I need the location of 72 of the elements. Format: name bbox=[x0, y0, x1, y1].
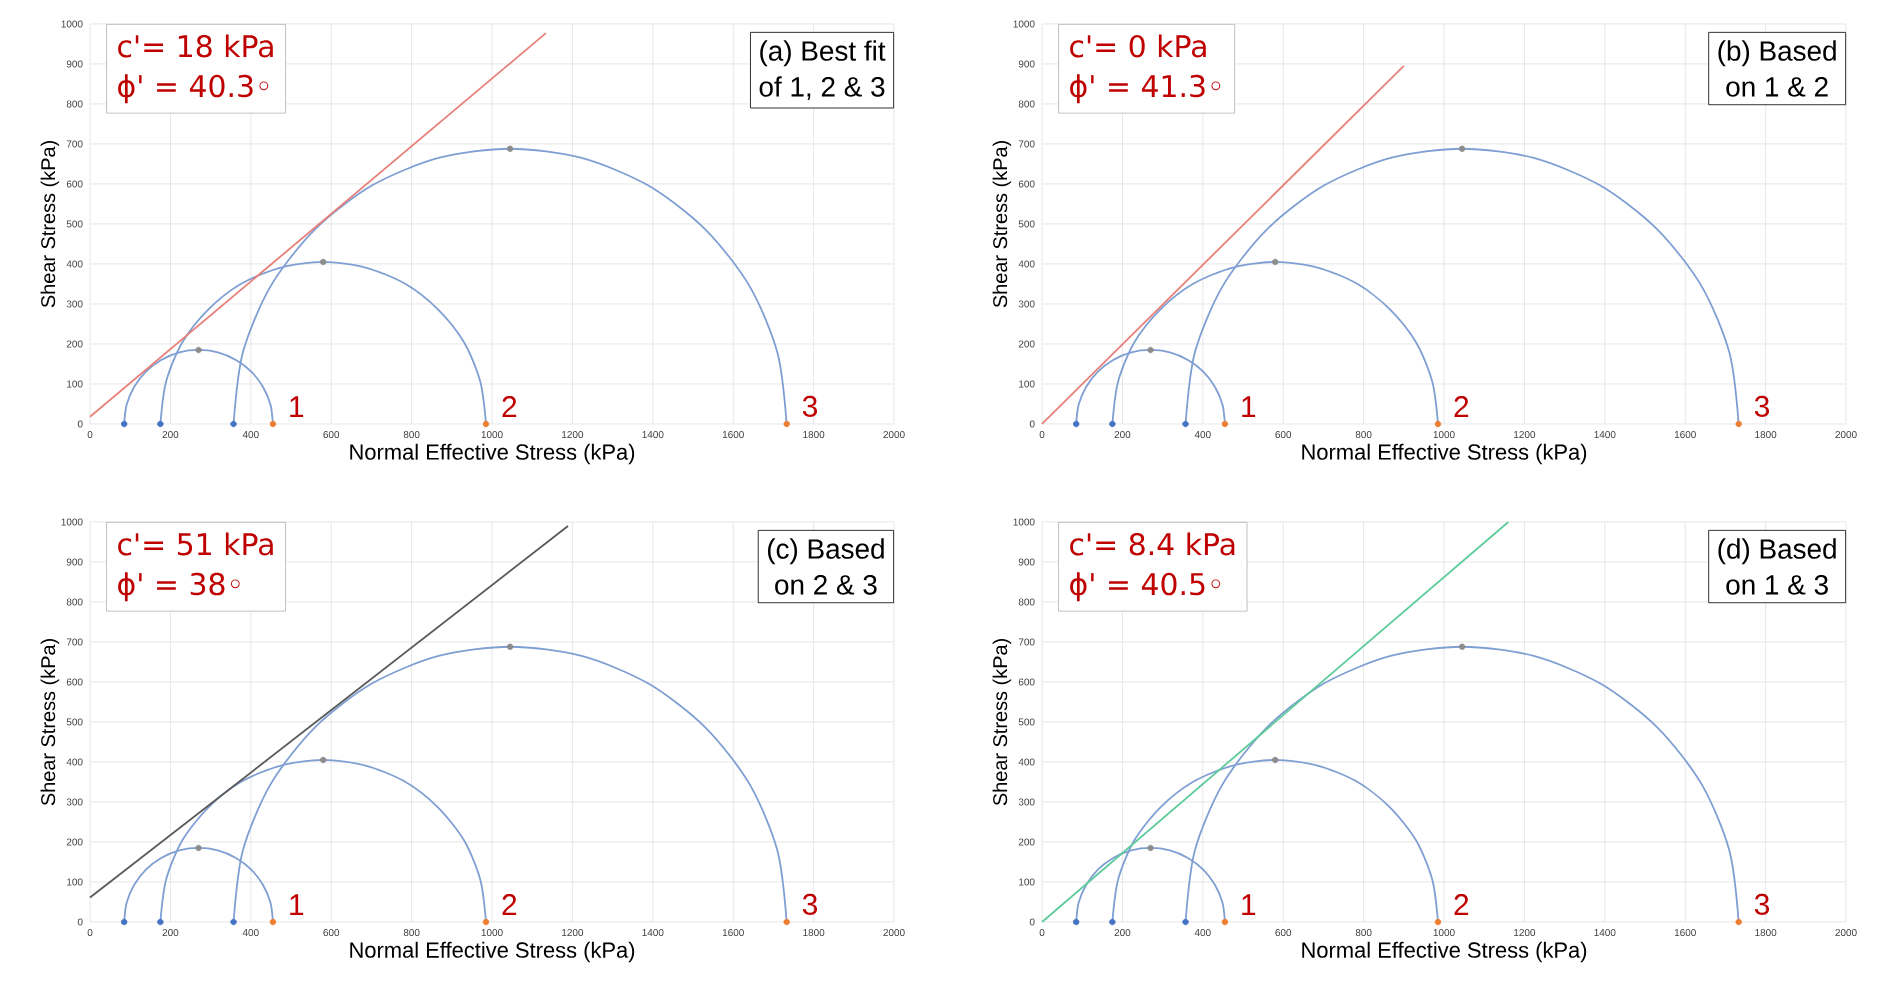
annotation: c'= 8.4 kPa bbox=[1070, 532, 1235, 556]
x-axis-title: Normal Effective Stress (kPa) bbox=[1302, 443, 1587, 465]
x-axis-title: Normal Effective Stress (kPa) bbox=[1302, 941, 1587, 963]
point bbox=[1147, 844, 1154, 852]
point bbox=[506, 145, 514, 152]
point bbox=[1458, 145, 1466, 152]
annotation: 1 bbox=[1242, 396, 1256, 417]
annotation: on 1 & 3 bbox=[1726, 574, 1828, 595]
annotation: 2 bbox=[502, 396, 517, 417]
y-axis-title: Shear Stress (kPa) bbox=[992, 639, 1012, 806]
annotation: 1 bbox=[1242, 894, 1256, 915]
point bbox=[269, 918, 277, 926]
annotation: (b) Based bbox=[1718, 40, 1836, 67]
point bbox=[1434, 420, 1442, 428]
point bbox=[482, 918, 490, 926]
annotation: 2 bbox=[502, 894, 517, 915]
point bbox=[195, 346, 202, 354]
point bbox=[1109, 918, 1116, 926]
annotation: on 1 & 2 bbox=[1726, 76, 1828, 97]
point bbox=[1221, 420, 1229, 428]
point bbox=[120, 420, 128, 428]
annotation: of 1, 2 & 3 bbox=[759, 76, 885, 101]
point bbox=[1458, 643, 1466, 650]
x-axis-title: Normal Effective Stress (kPa) bbox=[350, 443, 635, 465]
annotation: ϕ' = 40.3◦ bbox=[118, 74, 269, 104]
annotation: ϕ' = 41.3◦ bbox=[1070, 74, 1221, 104]
annotation: 3 bbox=[1754, 395, 1770, 417]
point bbox=[1072, 918, 1080, 926]
annotation: 2 bbox=[1454, 396, 1469, 417]
annotation: 3 bbox=[802, 893, 818, 915]
point bbox=[319, 258, 327, 266]
point bbox=[1072, 420, 1080, 428]
point bbox=[783, 918, 790, 926]
annotation: 1 bbox=[290, 894, 304, 915]
point bbox=[1147, 346, 1154, 354]
annotation: c'= 51 kPa bbox=[118, 532, 273, 556]
point bbox=[506, 643, 514, 650]
point bbox=[120, 918, 128, 926]
annotation: 1 bbox=[290, 396, 304, 417]
annotation: on 2 & 3 bbox=[775, 574, 877, 595]
point bbox=[1182, 420, 1189, 428]
point bbox=[1434, 918, 1442, 926]
point bbox=[1182, 918, 1189, 926]
point bbox=[783, 420, 790, 428]
annotation: 2 bbox=[1454, 894, 1469, 915]
annotation: (d) Based bbox=[1718, 538, 1836, 565]
x-axis-title: Normal Effective Stress (kPa) bbox=[350, 941, 635, 963]
point bbox=[230, 420, 237, 428]
point bbox=[1271, 258, 1279, 266]
point bbox=[1735, 918, 1742, 926]
point bbox=[230, 918, 237, 926]
annotation: ϕ' = 40.5◦ bbox=[1070, 572, 1221, 602]
point bbox=[319, 756, 327, 764]
point bbox=[482, 420, 490, 428]
annotation: c'= 0 kPa bbox=[1070, 34, 1206, 58]
y-axis-title: Shear Stress (kPa) bbox=[40, 141, 60, 308]
point bbox=[195, 844, 202, 852]
annotation: c'= 18 kPa bbox=[118, 34, 273, 58]
annotation: (a) Best fit bbox=[760, 40, 886, 67]
point bbox=[157, 918, 164, 926]
annotation: ϕ' = 38◦ bbox=[118, 572, 240, 602]
annotation: 3 bbox=[802, 395, 818, 417]
y-axis-title: Shear Stress (kPa) bbox=[992, 141, 1012, 308]
point bbox=[157, 420, 164, 428]
point bbox=[1109, 420, 1116, 428]
point bbox=[1735, 420, 1742, 428]
point bbox=[1221, 918, 1229, 926]
point bbox=[1271, 756, 1279, 764]
annotation: (c) Based bbox=[767, 538, 884, 565]
y-axis-title: Shear Stress (kPa) bbox=[40, 639, 60, 806]
point bbox=[269, 420, 277, 428]
annotation: 3 bbox=[1754, 893, 1770, 915]
